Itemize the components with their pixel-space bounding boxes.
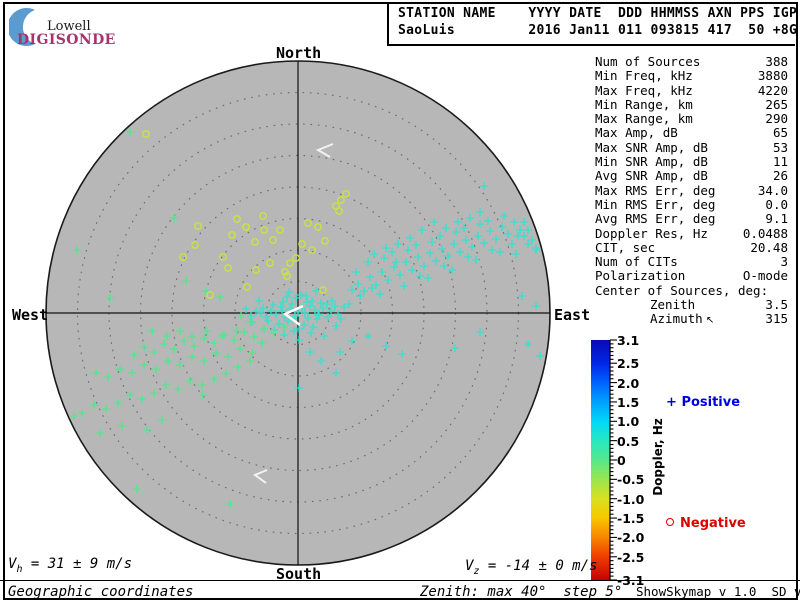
negative-doppler-sources xyxy=(142,130,350,299)
positive-doppler-sources xyxy=(242,182,544,392)
coordinate-system-label: Geographic coordinates xyxy=(8,584,194,600)
positive-legend-label: Positive xyxy=(681,395,741,410)
colorbar-tick-0: 0 xyxy=(617,453,626,468)
lowell-crescent-icon xyxy=(9,8,35,46)
logo-digisonde-text: DIGISONDE xyxy=(17,32,116,48)
center-direction-arrow xyxy=(282,304,304,326)
info-row-max-freq-khz: Max Freq, kHz 4220 xyxy=(595,82,788,98)
measurement-info-panel: Num of Sources 388 Min Freq, kHz 3880 Max Fr… xyxy=(595,54,788,329)
colorbar-tick-0.5: 0.5 xyxy=(617,433,640,449)
negative-doppler-legend: Negative xyxy=(666,516,746,531)
colorbar-tick-1.0: 1.0 xyxy=(617,414,640,430)
colorbar-tick-3.1: 3.1 xyxy=(617,333,640,348)
info-row-min-snr-amp-db: Min SNR Amp, dB 11 xyxy=(595,154,788,170)
info-row-center-of-sources-deg: Center of Sources, deg: xyxy=(595,282,769,298)
colorbar-tick--1.0: -1.0 xyxy=(617,491,645,507)
info-row-num-of-cits: Num of CITs 3 xyxy=(595,254,788,270)
skymap-plot xyxy=(45,60,551,566)
header-column-titles: STATION NAME YYYY DATE DDD HHMMSS AXN PP… xyxy=(398,6,798,21)
info-row-doppler-res-hz: Doppler Res, Hz 0.0488 xyxy=(595,225,788,241)
info-row-avg-snr-amp-db: Avg SNR Amp, dB 26 xyxy=(595,168,788,184)
info-row-polarization: Polarization O-mode xyxy=(595,268,788,284)
header-separator-vertical xyxy=(387,3,389,44)
east-label: East xyxy=(554,306,591,324)
positive-doppler-sources-low xyxy=(70,128,288,508)
colorbar-tick-1.5: 1.5 xyxy=(617,394,640,410)
colorbar-ticks xyxy=(609,339,617,581)
west-label: West xyxy=(12,306,49,324)
info-row-max-amp-db: Max Amp, dB 65 xyxy=(595,125,788,141)
header-station-values: SaoLuis 2016 Jan11 011 093815 417 50 +8G xyxy=(398,23,798,38)
software-version-label: ShowSkymap v 1.0 SD v 5.1 xyxy=(636,584,800,599)
colorbar-tick-2.5: 2.5 xyxy=(617,356,640,372)
colorbar-tick--1.5: -1.5 xyxy=(617,511,645,527)
south-axis-chevron xyxy=(252,469,268,484)
horizontal-velocity-readout: Vh = 31 ± 9 m/s xyxy=(8,556,133,575)
info-row-max-range-km: Max Range, km 290 xyxy=(595,111,788,127)
positive-doppler-legend: + Positive xyxy=(666,395,740,410)
colorbar-tick--2.0: -2.0 xyxy=(617,530,645,546)
doppler-colorbar xyxy=(591,340,610,580)
plus-marker-icon: + xyxy=(666,395,677,410)
north-axis-chevron xyxy=(315,143,334,158)
azimuth-direction-arrow-icon: ↖ xyxy=(702,315,715,327)
colorbar-axis-title: Doppler, Hz xyxy=(651,418,665,496)
north-label: North xyxy=(276,44,322,62)
circle-marker-icon xyxy=(666,518,674,526)
info-row-num-of-sources: Num of Sources 388 xyxy=(595,54,788,69)
header-separator-horizontal xyxy=(387,44,795,46)
logo-lowell-text: Lowell xyxy=(47,19,91,34)
info-row-azimuth: Azimuth ↖ 315 xyxy=(650,311,788,327)
info-row-max-rms-err-deg: Max RMS Err, deg 34.0 xyxy=(595,182,788,198)
info-row-min-range-km: Min Range, km 265 xyxy=(595,96,788,112)
info-row-min-freq-khz: Min Freq, kHz 3880 xyxy=(595,68,788,84)
south-label: South xyxy=(276,565,322,583)
colorbar-tick-2.0: 2.0 xyxy=(617,375,640,391)
info-row-max-snr-amp-db: Max SNR Amp, dB 53 xyxy=(595,139,788,155)
negative-legend-label: Negative xyxy=(680,516,746,531)
info-row-min-rms-err-deg: Min RMS Err, deg 0.0 xyxy=(595,196,788,212)
direction-arrows xyxy=(252,143,334,484)
zenith-scale-label: Zenith: max 40° step 5° xyxy=(420,584,623,600)
info-row-cit-sec: CIT, sec 20.48 xyxy=(595,239,788,255)
info-row-avg-rms-err-deg: Avg RMS Err, deg 9.1 xyxy=(595,211,788,227)
footer-separator xyxy=(0,580,800,581)
info-row-zenith: Zenith 3.5 xyxy=(650,297,788,313)
vertical-velocity-readout: Vz = -14 ± 0 m/s xyxy=(465,558,598,577)
colorbar-tick--2.5: -2.5 xyxy=(617,549,645,565)
source-scatter-points xyxy=(70,128,544,508)
colorbar-tick--0.5: -0.5 xyxy=(617,472,645,488)
